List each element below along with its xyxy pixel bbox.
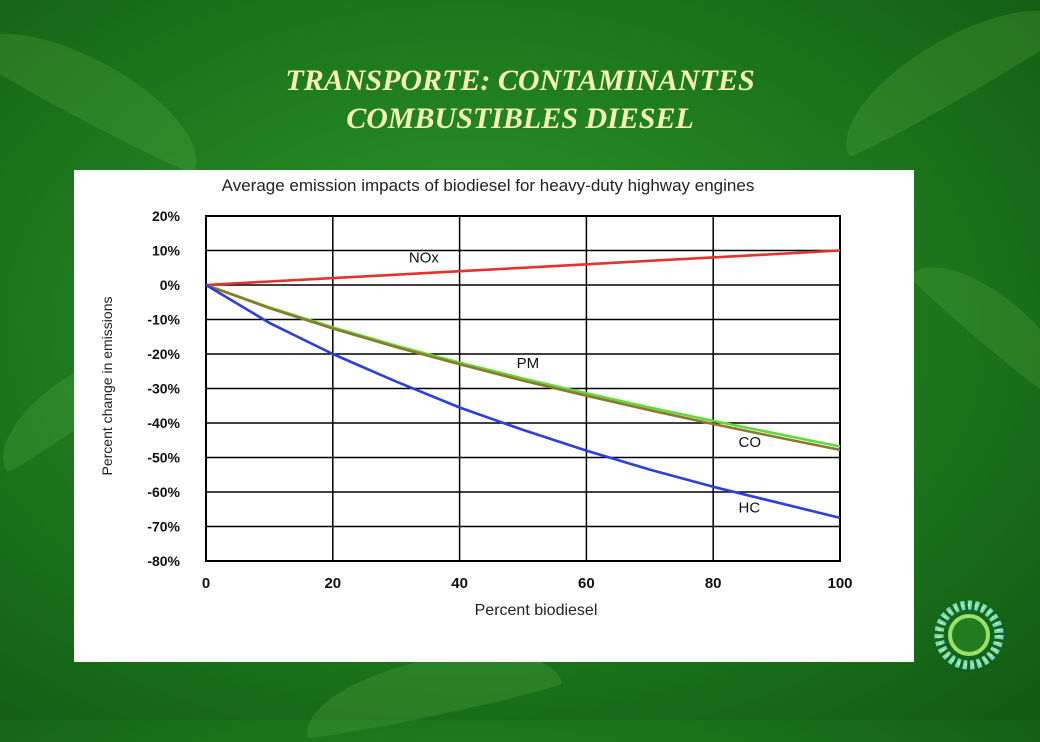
series-label-nox: NOx xyxy=(409,250,440,267)
chart-title: Average emission impacts of biodiesel fo… xyxy=(222,176,755,195)
series-labels: NOx PM CO HC xyxy=(409,250,761,517)
y-tick-label: -60% xyxy=(147,484,180,500)
y-tick-label: -80% xyxy=(147,553,180,569)
series-lines xyxy=(205,249,841,520)
y-axis-label: Percent change in emissions xyxy=(99,297,115,476)
y-tick-label: -70% xyxy=(147,519,180,535)
x-axis-label: Percent biodiesel xyxy=(475,602,598,619)
biodiesel-logo xyxy=(934,600,1004,670)
x-tick-label: 100 xyxy=(827,575,852,592)
series-label-hc: HC xyxy=(739,500,761,517)
series-line-hc xyxy=(205,283,841,520)
y-tick-label: 0% xyxy=(160,277,181,293)
x-tick-label: 80 xyxy=(705,575,722,592)
x-tick-label: 20 xyxy=(324,575,341,592)
y-tick-label: -30% xyxy=(147,381,180,397)
series-line-nox xyxy=(205,249,841,287)
x-tick-label: 0 xyxy=(202,575,210,592)
plot-area-frame xyxy=(205,215,841,562)
slide-title-line-1: TRANSPORTE: CONTAMINANTES xyxy=(285,64,755,97)
background-leaf-decoration xyxy=(907,241,1040,409)
series-label-pm: PM xyxy=(517,355,540,372)
y-tick-label: -10% xyxy=(147,312,180,328)
x-tick-label: 40 xyxy=(451,575,468,592)
slide-title-line-2: COMBUSTIBLES DIESEL xyxy=(346,102,694,135)
emissions-line-chart: Average emission impacts of biodiesel fo… xyxy=(99,176,853,619)
y-tick-label: -50% xyxy=(147,450,180,466)
y-tick-label: -20% xyxy=(147,346,180,362)
chart-panel: Average emission impacts of biodiesel fo… xyxy=(74,170,914,662)
series-line-co xyxy=(205,283,841,452)
series-label-co: CO xyxy=(739,434,762,451)
y-tick-label: 20% xyxy=(152,208,181,224)
y-tick-label: -40% xyxy=(147,415,180,431)
axis-ticks: 20% 10% 0% -10% -20% -30% -40% -50% -60% -70% -80%… xyxy=(147,208,852,592)
slide-title: TRANSPORTE: CONTAMINANTES COMBUSTIBLES D… xyxy=(0,62,1040,138)
x-tick-label: 60 xyxy=(578,575,595,592)
y-tick-label: 10% xyxy=(152,243,181,259)
